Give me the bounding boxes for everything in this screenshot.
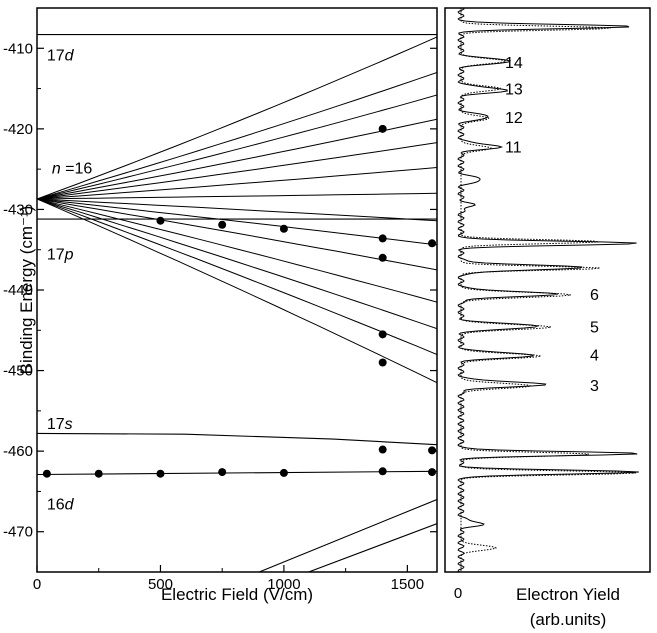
- peak-label: 13: [505, 82, 523, 99]
- data-point: [279, 224, 288, 233]
- peak-label: 3: [590, 378, 599, 395]
- data-point: [156, 216, 165, 225]
- x-axis-title: Electric Field (V/cm): [161, 585, 313, 604]
- y-axis-title: Binding Energy (cm⁻¹): [17, 206, 36, 375]
- stark-level-line: [37, 198, 437, 303]
- left-axis-ticks: -410 -420 -430 -440 -450 -460 -470 0 500 1000 1500: [3, 7, 437, 593]
- data-point: [378, 467, 387, 476]
- data-point: [378, 253, 387, 262]
- data-point: [378, 358, 387, 367]
- solid-yield-curve: [457, 8, 639, 572]
- data-point: [279, 468, 288, 477]
- right-x-tick-label: 0: [454, 585, 462, 602]
- data-point: [42, 469, 51, 478]
- stark-level-line: [37, 198, 437, 222]
- stark-level-line: [37, 198, 437, 355]
- y-tick-label: -470: [3, 524, 33, 541]
- data-point: [218, 220, 227, 229]
- data-point: [218, 468, 227, 477]
- state-label: n =16: [52, 161, 93, 178]
- stark-level-line: [37, 198, 437, 271]
- x-tick-label: 1000: [267, 576, 300, 593]
- peak-label: 12: [505, 110, 523, 127]
- stark-level-line: [37, 192, 437, 200]
- energy-level-lines: [37, 34, 437, 572]
- stark-level-line: [37, 198, 437, 246]
- level-line: [37, 432, 437, 446]
- y-tick-label: -420: [3, 121, 33, 138]
- level-line: [37, 470, 437, 476]
- level-line: [308, 523, 437, 572]
- data-point: [156, 469, 165, 478]
- right-x-axis-title: Electron Yield: [516, 585, 620, 604]
- right-x-axis-subtitle: (arb.units): [530, 610, 607, 629]
- x-tick-label: 1500: [391, 576, 424, 593]
- data-point: [378, 124, 387, 133]
- stark-level-line: [37, 142, 437, 200]
- y-tick-label: -430: [3, 201, 33, 218]
- y-tick-label: -440: [3, 282, 33, 299]
- peak-label: 11: [505, 140, 522, 157]
- level-line: [258, 498, 437, 572]
- measured-points: [42, 124, 437, 478]
- x-tick-label: 500: [148, 576, 173, 593]
- y-tick-label: -450: [3, 363, 33, 380]
- stark-level-line: [37, 118, 437, 200]
- state-labels: 17d n =16 17p 17s 16d: [47, 48, 93, 514]
- stark-level-line: [37, 36, 437, 200]
- stark-level-line: [37, 167, 437, 200]
- data-point: [378, 234, 387, 243]
- data-point: [428, 239, 437, 248]
- stark-level-line: [37, 72, 437, 200]
- x-tick-label: 0: [33, 576, 41, 593]
- electron-yield-spectra: [457, 8, 639, 572]
- peak-label: 14: [505, 55, 523, 72]
- y-tick-label: -410: [3, 40, 33, 57]
- peak-label: 5: [590, 319, 599, 336]
- data-point: [428, 468, 437, 477]
- peak-labels: 14 13 12 11 6 5 4 3: [505, 55, 599, 395]
- state-label: 16d: [47, 497, 75, 514]
- state-label: 17p: [47, 247, 74, 264]
- state-label: 17d: [47, 48, 75, 65]
- peak-label: 4: [590, 347, 599, 364]
- data-point: [378, 330, 387, 339]
- stark-level-line: [37, 198, 437, 384]
- state-label: 17s: [47, 416, 73, 433]
- data-point: [94, 469, 103, 478]
- right-plot-frame: [444, 7, 651, 573]
- data-point: [378, 445, 387, 454]
- stark-level-line: [37, 198, 437, 330]
- data-point: [428, 446, 437, 455]
- y-tick-label: -460: [3, 443, 33, 460]
- peak-label: 6: [590, 287, 599, 304]
- stark-level-line: [37, 94, 437, 200]
